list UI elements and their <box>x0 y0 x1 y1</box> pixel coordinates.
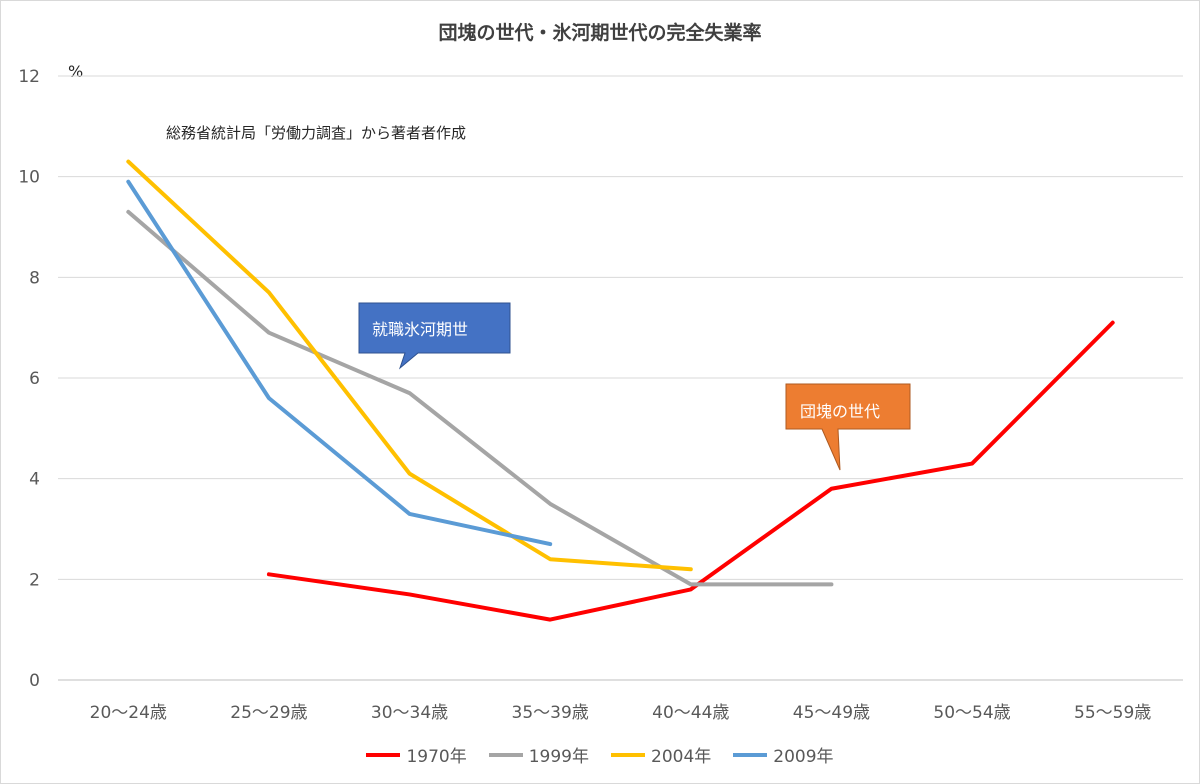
x-tick-label: 55～59歳 <box>1074 703 1151 723</box>
chart-title: 団塊の世代・氷河期世代の完全失業率 <box>438 22 762 44</box>
y-tick-label: 10 <box>18 168 40 188</box>
x-tick-label: 25～29歳 <box>230 703 307 723</box>
y-tick-label: 12 <box>18 67 40 87</box>
x-tick-label: 50～54歳 <box>933 703 1010 723</box>
legend-swatch-2004 <box>611 752 645 757</box>
series-line-2004 <box>126 159 693 572</box>
legend-swatch-1999 <box>488 752 523 757</box>
y-tick-label: 0 <box>29 671 40 691</box>
legend-label-2009: 2009年 <box>773 747 834 767</box>
legend-item-2004: 2004年 <box>611 742 711 767</box>
callout-glacier-shape <box>358 302 511 370</box>
legend-swatch-2009 <box>733 752 768 757</box>
legend-item-2009: 2009年 <box>733 742 834 767</box>
legend-item-1970: 1970年 <box>366 742 467 767</box>
legend-label-1970: 1970年 <box>406 747 467 767</box>
series-line-1999 <box>126 209 834 587</box>
y-tick-label: 8 <box>29 268 40 288</box>
x-tick-label: 30～34歳 <box>371 703 448 723</box>
y-tick-label: 4 <box>29 470 40 490</box>
legend: 1970年 1999年 2004年 2009年 <box>0 742 1200 767</box>
y-tick-label: 6 <box>29 369 40 389</box>
legend-label-2004: 2004年 <box>651 747 712 767</box>
series-line-1970 <box>266 320 1115 622</box>
callout-dankai-shape <box>785 383 911 471</box>
legend-label-1999: 1999年 <box>528 747 589 767</box>
x-tick-label: 20～24歳 <box>90 703 167 723</box>
legend-item-1999: 1999年 <box>488 742 589 767</box>
series-line-2009 <box>126 179 553 547</box>
y-tick-label: 2 <box>29 570 40 590</box>
callout-glacier-label: 就職氷河期世 <box>372 320 469 339</box>
legend-swatch-1970 <box>366 752 401 757</box>
callout-dankai-label: 団塊の世代 <box>800 402 881 421</box>
x-tick-label: 35～39歳 <box>512 703 589 723</box>
x-tick-label: 40～44歳 <box>652 703 729 723</box>
x-tick-label: 45～49歳 <box>793 703 870 723</box>
source-note: 総務省統計局「労働力調査」から著者者作成 <box>166 124 467 142</box>
